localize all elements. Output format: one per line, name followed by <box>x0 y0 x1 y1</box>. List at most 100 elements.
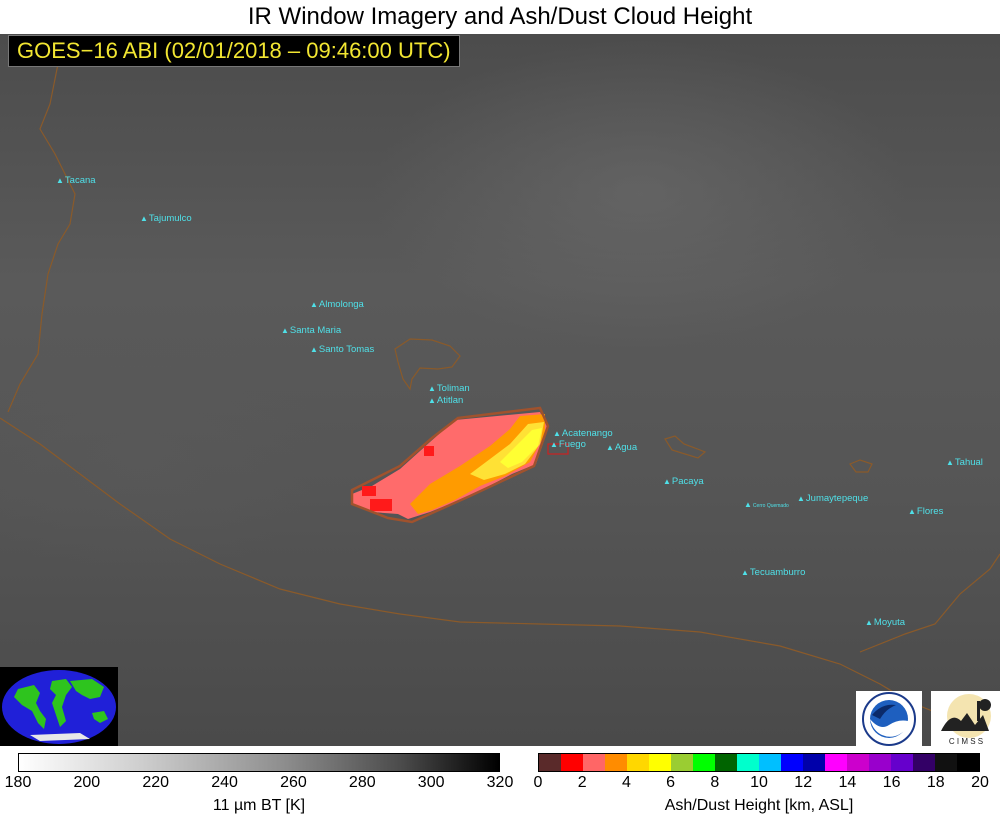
bt-tick: 320 <box>486 774 514 791</box>
volcano-triangle-icon: ▲ <box>428 384 436 393</box>
ash-colorbar-segment <box>715 754 737 771</box>
volcano-name: Almolonga <box>318 299 364 310</box>
ash-tick: 16 <box>882 774 901 791</box>
ash-colorbar-segment <box>605 754 627 771</box>
volcano-name: Jumaytepeque <box>805 493 869 504</box>
ash-colorbar-segment <box>847 754 869 771</box>
volcano-name: Tajumulco <box>148 213 192 224</box>
volcano-flores: ▲Flores <box>908 507 943 517</box>
volcano-name: Moyuta <box>873 617 906 628</box>
volcano-triangle-icon: ▲ <box>865 618 873 627</box>
volcano-tecuamburro: ▲Tecuamburro <box>741 568 805 578</box>
volcano-triangle-icon: ▲ <box>428 396 436 405</box>
volcano-name: Cerro Quemado <box>752 503 789 509</box>
ash-tick: 4 <box>621 774 631 791</box>
volcano-triangle-icon: ▲ <box>310 345 318 354</box>
bt-tick: 220 <box>142 774 170 791</box>
volcano-acatenango: ▲Acatenango <box>553 429 613 439</box>
ash-tick: 18 <box>926 774 945 791</box>
ash-colorbar-segment <box>913 754 935 771</box>
volcano-santo-tomas: ▲Santo Tomas <box>310 345 374 355</box>
ash-tick: 6 <box>666 774 676 791</box>
volcano-triangle-icon: ▲ <box>946 458 954 467</box>
ash-colorbar-segment <box>561 754 583 771</box>
bt-tick: 300 <box>417 774 445 791</box>
volcano-triangle-icon: ▲ <box>663 477 671 486</box>
volcano-triangle-icon: ▲ <box>606 443 614 452</box>
volcano-triangle-icon: ▲ <box>553 429 561 438</box>
ir-map <box>0 34 1000 746</box>
ash-tick: 20 <box>971 774 989 791</box>
lake-amatitlan <box>664 435 707 459</box>
satellite-label: GOES−16 ABI (02/01/2018 – 09:46:00 UTC) <box>8 35 460 67</box>
map-overlay <box>0 63 1000 725</box>
volcano-moyuta: ▲Moyuta <box>865 618 905 628</box>
volcano-triangle-icon: ▲ <box>744 500 752 509</box>
ash-tick: 8 <box>710 774 720 791</box>
ash-colorbar-segment <box>825 754 847 771</box>
volcano-pacaya: ▲Pacaya <box>663 477 704 487</box>
volcano-triangle-icon: ▲ <box>797 494 805 503</box>
ash-colorbar-segment <box>803 754 825 771</box>
border-line <box>7 63 76 413</box>
ash-colorbar-segment <box>627 754 649 771</box>
svg-text:C I M S S: C I M S S <box>949 737 983 746</box>
ash-tick: 0 <box>533 774 543 791</box>
bt-tick: 260 <box>280 774 307 791</box>
ash-tick: 10 <box>750 774 768 791</box>
volcano-tajumulco: ▲Tajumulco <box>140 214 192 224</box>
ash-tick: 2 <box>577 774 587 791</box>
lake-atitlan <box>394 338 461 391</box>
fuego-marker <box>547 443 569 455</box>
lake-east <box>849 459 873 473</box>
volcano-agua: ▲Agua <box>606 443 637 453</box>
noaa-logo <box>856 691 922 747</box>
volcano-triangle-icon: ▲ <box>741 568 749 577</box>
volcano-triangle-icon: ▲ <box>908 507 916 516</box>
ash-colorbar-segment <box>759 754 781 771</box>
volcano-name: Pacaya <box>671 476 704 487</box>
volcano-name: Flores <box>916 506 944 517</box>
volcano-name: Toliman <box>436 383 470 394</box>
bt-colorbar-label: 11 µm BT [K] <box>212 797 306 814</box>
ash-colorbar-segment <box>781 754 803 771</box>
volcano-almolonga: ▲Almolonga <box>310 300 364 310</box>
volcano-triangle-icon: ▲ <box>550 440 558 449</box>
bt-tick: 180 <box>4 774 32 791</box>
ash-colorbar-segment <box>935 754 957 771</box>
ash-colorbar-segment <box>891 754 913 771</box>
ash-colorbar-segment <box>539 754 561 771</box>
volcano-triangle-icon: ▲ <box>281 326 289 335</box>
bt-tick: 200 <box>73 774 101 791</box>
volcano-tahual: ▲Tahual <box>946 458 983 468</box>
ash-colorbar-segment <box>583 754 605 771</box>
volcano-triangle-icon: ▲ <box>140 214 148 223</box>
bt-tick: 280 <box>348 774 376 791</box>
volcano-name: Fuego <box>558 439 586 450</box>
coastline <box>0 417 991 725</box>
volcano-toliman: ▲Toliman <box>428 384 470 394</box>
volcano-name: Acatenango <box>561 428 613 439</box>
ash-plume <box>352 412 548 519</box>
volcano-tacana: ▲Tacana <box>56 176 96 186</box>
volcano-cerro-quemado: ▲Cerro Quemado <box>744 500 789 511</box>
globe-icon <box>0 667 118 746</box>
bt-colorbar <box>18 753 500 772</box>
volcano-triangle-icon: ▲ <box>310 300 318 309</box>
volcano-jumaytepeque: ▲Jumaytepeque <box>797 494 868 504</box>
figure-title: IR Window Imagery and Ash/Dust Cloud Hei… <box>247 3 753 30</box>
border-east <box>859 553 1000 653</box>
volcano-santa-maria: ▲Santa Maria <box>281 326 341 336</box>
ash-colorbar-segment <box>737 754 759 771</box>
ash-colorbar <box>538 753 980 772</box>
ash-colorbar-segment <box>869 754 891 771</box>
bt-tick: 240 <box>211 774 238 791</box>
ash-colorbar-segment <box>649 754 671 771</box>
volcano-name: Santa Maria <box>289 325 342 336</box>
volcano-name: Tahual <box>954 457 983 468</box>
ash-colorbar-segment <box>957 754 979 771</box>
ash-colorbar-label: Ash/Dust Height [km, ASL] <box>664 797 854 814</box>
volcano-name: Tecuamburro <box>749 567 806 578</box>
volcano-name: Atitlan <box>436 395 464 406</box>
volcano-atitlan: ▲Atitlan <box>428 396 463 406</box>
